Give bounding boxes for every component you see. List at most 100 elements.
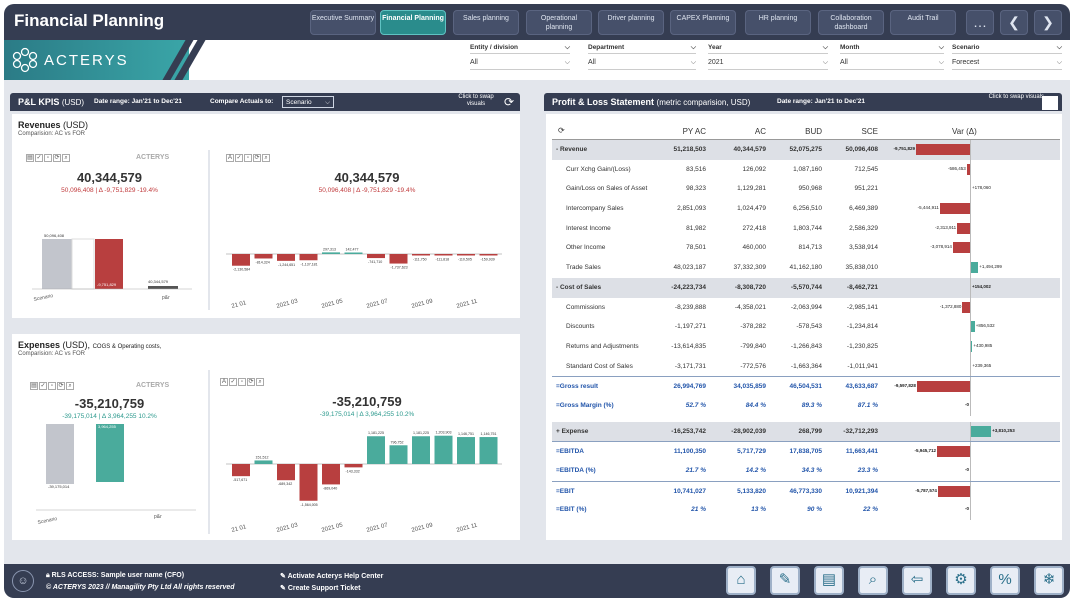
table-row[interactable]: =Gross result 26,994,769 34,035,859 46,504,… [552,376,1060,396]
help-center-link[interactable]: ✎ Activate Acterys Help Center [280,572,383,580]
table-row[interactable]: Standard Cost of Sales -3,171,731 -772,576… [552,356,1060,377]
revenues-delta-monthly: 50,096,408 | Δ -9,751,829 -19.4% [318,187,416,194]
revenues-value-monthly: 40,344,579 [334,170,400,185]
filter-3[interactable]: Month ⌵ All ⌵ [840,44,944,70]
cell-bud: -578,543 [796,323,822,331]
filter-0[interactable]: Entity / division ⌵ All ⌵ [470,44,570,70]
cell-sce: 22 % [863,506,878,514]
rev-month-bar-label: -1,737,623 [391,266,408,270]
cell-ac: 40,344,579 [733,146,766,153]
nav-tab-3[interactable]: Operational planning [526,10,592,35]
table-row[interactable]: Commissions -8,239,888 -4,358,021 -2,063,99… [552,297,1060,318]
table-row[interactable]: Other Income 78,501 460,000 814,713 3,538,91… [552,238,1060,259]
compare-select-value: Scenario [286,99,312,106]
table-row[interactable]: Interest Income 81,982 272,418 1,803,744 2,5… [552,218,1060,239]
swap-icon[interactable]: ⟳ [504,95,515,109]
nav-tab-7[interactable]: Collaboration dashboard [818,10,884,35]
swap-visuals-label: Click to swap visuals [458,94,494,107]
table-row[interactable]: Trade Sales 48,023,187 37,332,309 41,162,18… [552,258,1060,278]
variance-bar [939,203,970,215]
nav-tab-0[interactable]: Executive Summary [310,10,376,35]
variance-label: -586,453 [948,165,966,171]
filter-value[interactable]: All ⌵ [588,59,696,70]
nav-tab-6[interactable]: HR planning [745,10,811,35]
waterfall-label: 3,964,255 [98,424,117,429]
cell-ac: 14.2 % [745,467,766,474]
user-icon[interactable]: ☺ [12,570,34,592]
table-row[interactable]: =EBITDA 11,100,350 5,717,729 17,838,705 11,6… [552,441,1060,461]
pl-table-header: ⟳ PY AC AC BUD SCE Var (Δ) [552,122,1060,140]
cell-sce: 50,096,408 [845,146,878,153]
snowflake-icon[interactable]: ❄ [1034,566,1064,595]
table-row[interactable]: =EBIT 10,741,027 5,133,820 46,773,330 10,921… [552,480,1060,501]
cell-sce: 23.3 % [857,467,878,474]
nav-tab-2[interactable]: Sales planning [453,10,519,35]
refresh-icon[interactable]: ⟳ [558,126,565,135]
exp-month-bar [232,464,250,477]
cell-sce: -32,712,293 [843,427,878,435]
cell-sce: 951,221 [854,185,879,193]
waterfall-label: 50,096,408 [44,233,65,238]
cell-bud: 41,162,180 [789,264,822,272]
back-icon[interactable]: ⇦ [902,566,932,595]
nav-tab-8[interactable]: Audit Trail [890,10,956,35]
filter-value[interactable]: All ⌵ [840,59,944,70]
compare-select[interactable]: Scenario ⌵ [282,96,334,108]
chart-toolbar[interactable]: A ✓ ▫ ⟳ ⌕ [226,154,271,162]
chart-toolbar[interactable]: A ✓ ▫ ⟳ ⌕ [220,378,265,386]
rev-month-bar [389,254,408,264]
filter-label: Scenario ⌵ [952,44,1062,54]
pl-swap-button[interactable] [1042,96,1058,110]
rev-month-bar-label: -159,939 [481,258,495,262]
copyright: © ACTERYS 2023 // Managility Pty Ltd All… [46,584,235,591]
cell-py: -8,239,888 [674,303,706,311]
filter-value[interactable]: Forecest ⌵ [952,59,1062,70]
pl-panel-unit: (metric comparision, USD) [656,98,751,107]
table-row[interactable]: Intercompany Sales 2,851,093 1,024,479 6,25… [552,199,1060,219]
filter-label: Month ⌵ [840,44,944,54]
table-row[interactable]: - Cost of Sales -24,223,734 -8,308,720 -5,5… [552,277,1060,298]
table-row[interactable]: =EBIT (%) 21 % 13 % 90 % 22 % -0 [552,500,1060,521]
chart-toolbar[interactable]: ▤ ✓ ▫ ⟳ ⌕ [26,154,71,162]
filter-value[interactable]: All ⌵ [470,59,570,70]
filter-1[interactable]: Department ⌵ All ⌵ [588,44,696,70]
nav-tab-1[interactable]: Financial Planning [380,10,446,35]
filter-2[interactable]: Year ⌵ 2021 ⌵ [708,44,828,70]
cell-sce: -1,011,941 [847,362,878,370]
cell-py: -16,253,742 [671,427,706,435]
nav-prev-button[interactable]: ❮ [1000,10,1028,35]
table-row[interactable]: =Gross Margin (%) 52.7 % 84.4 % 89.3 % 87.1 … [552,395,1060,416]
table-row[interactable]: =EBITDA (%) 21.7 % 14.2 % 34.3 % 23.3 % -0 [552,461,1060,481]
support-ticket-link[interactable]: ✎ Create Support Ticket [280,584,360,592]
filter-value[interactable]: 2021 ⌵ [708,59,828,70]
chart-toolbar[interactable]: ▤ ✓ ▫ ⟳ ⌕ [30,382,75,390]
table-row[interactable]: Discounts -1,197,271 -378,282 -578,543 -1,23… [552,317,1060,337]
search-icon[interactable]: ⌕ [858,566,888,595]
table-row[interactable]: Gain/Loss on Sales of Asset 98,323 1,129,2… [552,179,1060,200]
cell-py: -24,223,734 [671,283,706,291]
nav-tab-4[interactable]: Driver planning [598,10,664,35]
ticket-icon: ✎ [280,585,288,592]
filter-4[interactable]: Scenario ⌵ Forecest ⌵ [952,44,1062,70]
table-row[interactable]: - Revenue 51,218,503 40,344,579 52,075,275 5… [552,140,1060,160]
exp-month-bar [434,435,453,464]
percent-icon[interactable]: % [990,566,1020,595]
kpi-panel-unit: (USD) [61,98,85,107]
edit-report-icon[interactable]: ✎ [770,566,800,595]
home-icon[interactable]: ⌂ [726,566,756,595]
table-row[interactable]: Returns and Adjustments -13,614,835 -799,8… [552,336,1060,357]
chevron-down-icon: ⌵ [690,44,696,51]
chevron-down-icon: ⌵ [822,59,828,66]
nav-next-button[interactable]: ❯ [1034,10,1062,35]
nav-tab-5[interactable]: CAPEX Planning [670,10,736,35]
more-button[interactable]: … [966,10,994,35]
cell-py: 11,100,350 [673,448,706,456]
comment-icon[interactable]: ▤ [814,566,844,595]
cell-py: 83,516 [686,165,706,173]
rev-month-x-tick: 2021 11 [456,298,479,309]
variance-bar [916,144,970,155]
expenses-unit-suffix: COGS & Operating costs, [92,344,162,350]
settings-icon[interactable]: ⚙ [946,566,976,595]
table-row[interactable]: + Expense -16,253,742 -28,902,039 268,799 -3… [552,421,1060,442]
table-row[interactable]: Curr Xchg Gain/(Loss) 83,516 126,092 1,087,… [552,159,1060,180]
